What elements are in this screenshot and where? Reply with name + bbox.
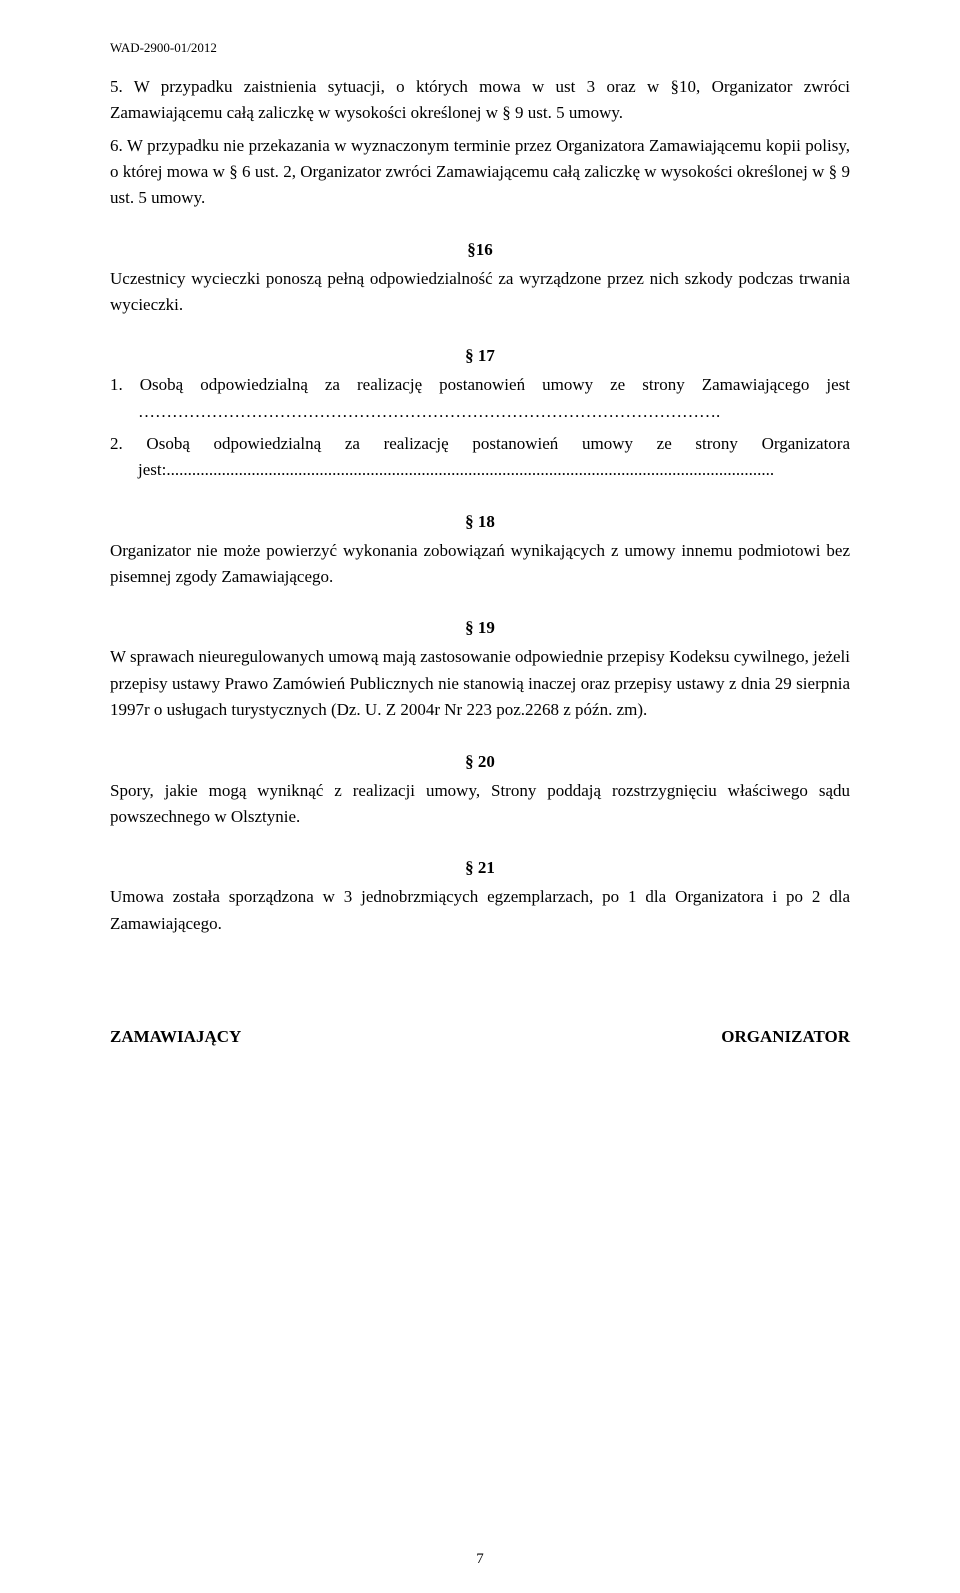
section-18-number: § 18 xyxy=(110,512,850,532)
paragraph-5: 5. W przypadku zaistnienia sytuacji, o k… xyxy=(110,74,850,127)
section-20-text: Spory, jakie mogą wyniknąć z realizacji … xyxy=(110,778,850,831)
signature-left: ZAMAWIAJĄCY xyxy=(110,1027,241,1047)
section-21-number: § 21 xyxy=(110,858,850,878)
section-19-text: W sprawach nieuregulowanych umową mają z… xyxy=(110,644,850,723)
section-16-number: §16 xyxy=(110,240,850,260)
page-number: 7 xyxy=(0,1551,960,1568)
section-17-number: § 17 xyxy=(110,346,850,366)
document-page: WAD-2900-01/2012 5. W przypadku zaistnie… xyxy=(0,0,960,1593)
document-reference: WAD-2900-01/2012 xyxy=(110,40,850,56)
signature-row: ZAMAWIAJĄCY ORGANIZATOR xyxy=(110,1027,850,1047)
section-18-text: Organizator nie może powierzyć wykonania… xyxy=(110,538,850,591)
section-20-number: § 20 xyxy=(110,752,850,772)
paragraph-6: 6. W przypadku nie przekazania w wyznacz… xyxy=(110,133,850,212)
section-16-text: Uczestnicy wycieczki ponoszą pełną odpow… xyxy=(110,266,850,319)
section-17-item-1: 1. Osobą odpowiedzialną za realizację po… xyxy=(110,372,850,425)
section-19-number: § 19 xyxy=(110,618,850,638)
signature-right: ORGANIZATOR xyxy=(721,1027,850,1047)
section-21-text: Umowa została sporządzona w 3 jednobrzmi… xyxy=(110,884,850,937)
section-17-item-2: 2. Osobą odpowiedzialną za realizację po… xyxy=(110,431,850,484)
